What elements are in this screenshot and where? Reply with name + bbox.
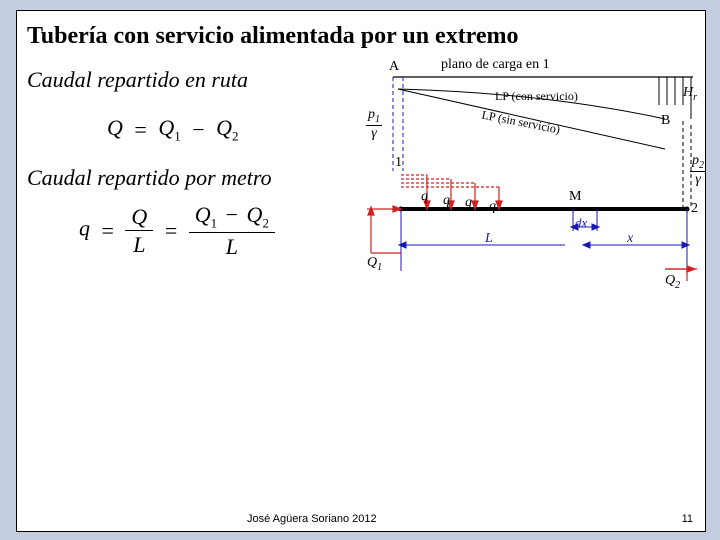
- sym-q: q: [79, 216, 90, 241]
- lbl-1: 1: [395, 155, 402, 171]
- lbl-p2g: p2 γ: [685, 153, 711, 188]
- lbl-Q1: Q1: [367, 255, 382, 273]
- sym-eq2b: =: [159, 218, 183, 244]
- frac-QL: Q L: [125, 205, 153, 256]
- lbl-Hr: Hr: [683, 85, 697, 103]
- lbl-B: B: [661, 113, 670, 129]
- footer-page: 11: [682, 513, 693, 525]
- lbl-q4: q: [489, 199, 496, 215]
- lbl-plano: plano de carga en 1: [441, 57, 550, 73]
- lbl-q1: q: [421, 189, 428, 205]
- sym-eq: =: [128, 117, 152, 143]
- lbl-q2: q: [443, 193, 450, 209]
- lbl-q3: q: [465, 195, 472, 211]
- sym-Q2: Q2: [216, 115, 238, 140]
- formula-caudal-metro: q = Q L = Q1 − Q2 L: [79, 203, 275, 258]
- lbl-p1g: p1 γ: [361, 107, 387, 142]
- subtitle-1: Caudal repartido en ruta: [27, 67, 248, 93]
- content-panel: Tubería con servicio alimentada por un e…: [16, 10, 706, 532]
- diagram: A plano de carga en 1 Hr B LP (con servi…: [365, 59, 701, 299]
- sym-Q: Q: [107, 115, 123, 140]
- sym-minus: −: [186, 117, 210, 143]
- lbl-x: x: [627, 231, 633, 247]
- sym-Q1: Q1: [158, 115, 180, 140]
- lbl-M: M: [569, 189, 581, 205]
- lbl-dx: dx: [575, 215, 587, 231]
- lbl-A: A: [389, 59, 399, 75]
- formula-caudal-ruta: Q = Q1 − Q2: [107, 115, 239, 144]
- page-title: Tubería con servicio alimentada por un e…: [27, 23, 519, 50]
- subtitle-2: Caudal repartido por metro: [27, 165, 272, 191]
- lbl-Q2: Q2: [665, 273, 680, 291]
- footer-author: José Agüera Soriano 2012: [247, 513, 377, 525]
- frac-Q1Q2L: Q1 − Q2 L: [189, 203, 275, 258]
- lbl-2: 2: [691, 201, 698, 217]
- lbl-L: L: [485, 231, 493, 247]
- slide-root: Tubería con servicio alimentada por un e…: [0, 0, 720, 540]
- sym-eq2a: =: [96, 218, 120, 244]
- lbl-LP-con: LP (con servicio): [495, 89, 578, 104]
